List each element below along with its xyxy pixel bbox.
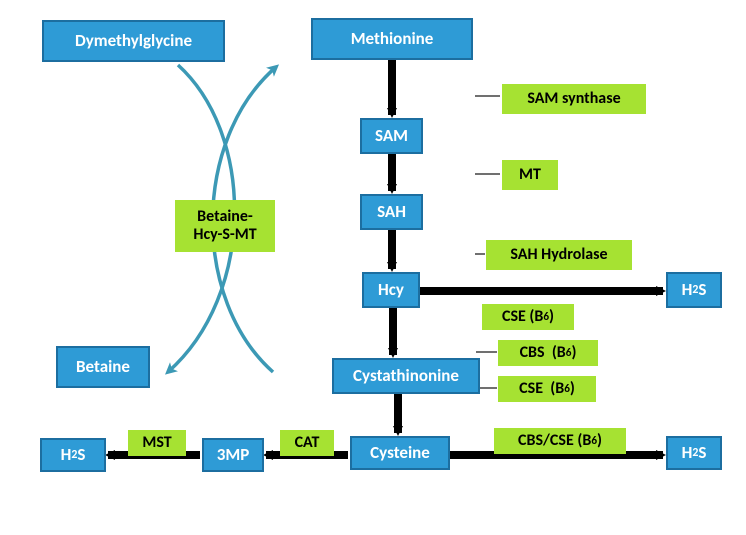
- node-sah_hydrolase: SAH Hydrolase: [486, 240, 632, 270]
- node-cse_b6_1: CSE (B6): [482, 304, 574, 330]
- node-h2s_mid: H2S: [666, 272, 722, 308]
- node-cse_b6_2: CSE (B6): [498, 376, 596, 402]
- node-methionine: Methionine: [311, 18, 473, 60]
- node-cat: CAT: [280, 430, 334, 456]
- node-mt: MT: [502, 160, 558, 190]
- node-sam: SAM: [360, 118, 423, 154]
- node-sam_synthase: SAM synthase: [502, 84, 646, 114]
- node-h2s_left: H2S: [40, 438, 106, 472]
- node-sah: SAH: [360, 194, 423, 230]
- node-cystathionine: Cystathinonine: [332, 358, 480, 394]
- node-dymethylglycine: Dymethylglycine: [42, 20, 225, 62]
- node-mp3: 3MP: [202, 438, 264, 472]
- node-betaine: Betaine: [56, 346, 150, 388]
- node-h2s_right: H2S: [666, 436, 722, 470]
- node-mst: MST: [128, 430, 186, 456]
- node-cysteine: Cysteine: [350, 436, 450, 470]
- node-betaine_hcy: Betaine-Hcy-S-MT: [175, 200, 275, 252]
- node-hcy: Hcy: [362, 272, 420, 308]
- node-cbs_cse_b6: CBS/CSE (B6): [494, 428, 626, 454]
- node-cbs_b6: CBS (B6): [498, 340, 598, 366]
